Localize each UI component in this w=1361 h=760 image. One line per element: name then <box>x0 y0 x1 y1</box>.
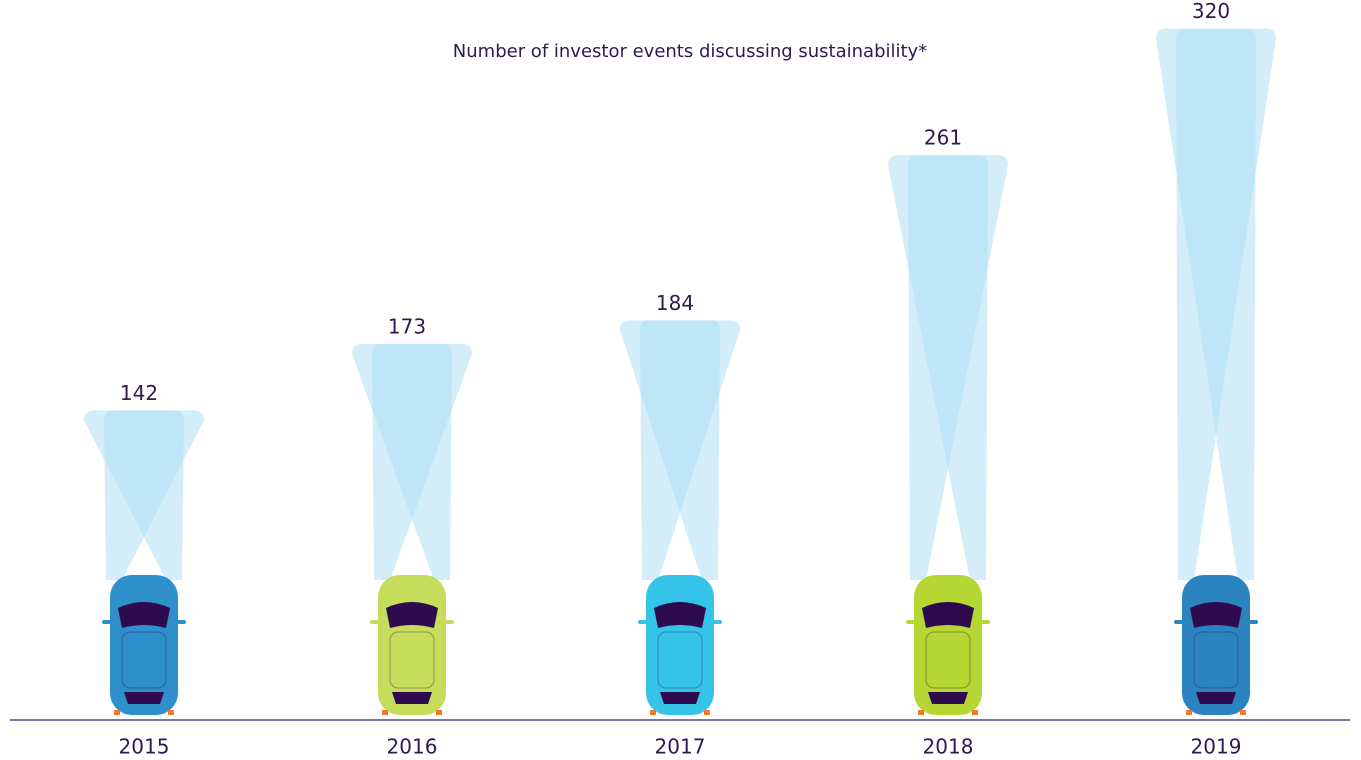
tail-left <box>650 710 656 715</box>
x-tick-label: 2015 <box>119 735 170 759</box>
tail-right <box>168 710 174 715</box>
beam <box>352 343 472 580</box>
beam <box>888 155 1008 580</box>
mirror-left <box>638 620 647 624</box>
beam-right <box>372 343 472 580</box>
x-tick-label: 2016 <box>387 735 438 759</box>
rear-window <box>928 692 968 704</box>
car <box>638 575 722 715</box>
roof <box>1193 631 1239 689</box>
mirror-right <box>445 620 454 624</box>
x-tick-label: 2019 <box>1191 735 1242 759</box>
chart-title: Number of investor events discussing sus… <box>453 41 927 62</box>
mirror-right <box>713 620 722 624</box>
beam-right <box>908 155 1008 580</box>
windshield <box>654 602 706 628</box>
beam <box>620 320 740 580</box>
car <box>1174 575 1258 715</box>
tail-left <box>114 710 120 715</box>
beam <box>1156 28 1276 580</box>
tail-right <box>1240 710 1246 715</box>
mirror-left <box>906 620 915 624</box>
beam-right <box>1176 28 1276 580</box>
tail-right <box>972 710 978 715</box>
windshield <box>922 602 974 628</box>
x-tick-label: 2017 <box>655 735 706 759</box>
roof <box>925 631 971 689</box>
rear-window <box>124 692 164 704</box>
mirror-left <box>102 620 111 624</box>
value-label: 173 <box>388 314 426 338</box>
rear-window <box>1196 692 1236 704</box>
x-tick-label: 2018 <box>923 735 974 759</box>
beam <box>84 410 204 580</box>
rear-window <box>392 692 432 704</box>
value-label: 142 <box>120 381 158 405</box>
mirror-right <box>177 620 186 624</box>
tail-right <box>704 710 710 715</box>
beam-right <box>104 410 204 580</box>
mirror-left <box>370 620 379 624</box>
car <box>370 575 454 715</box>
mirror-right <box>1249 620 1258 624</box>
mirror-left <box>1174 620 1183 624</box>
tail-left <box>382 710 388 715</box>
tail-left <box>918 710 924 715</box>
car <box>906 575 990 715</box>
windshield <box>386 602 438 628</box>
tail-right <box>436 710 442 715</box>
roof <box>121 631 167 689</box>
value-label: 320 <box>1192 0 1230 23</box>
windshield <box>1190 602 1242 628</box>
roof <box>389 631 435 689</box>
beam-right <box>640 320 740 580</box>
rear-window <box>660 692 700 704</box>
car <box>102 575 186 715</box>
value-label: 184 <box>656 291 694 315</box>
value-label: 261 <box>924 126 962 150</box>
windshield <box>118 602 170 628</box>
mirror-right <box>981 620 990 624</box>
tail-left <box>1186 710 1192 715</box>
roof <box>657 631 703 689</box>
